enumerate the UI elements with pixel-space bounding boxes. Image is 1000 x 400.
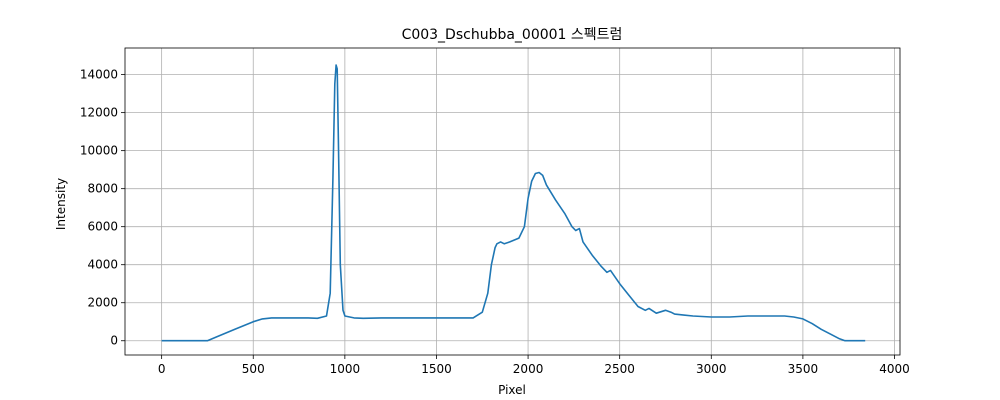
y-tick-label: 8000 xyxy=(87,182,118,196)
y-tick-label: 2000 xyxy=(87,296,118,310)
x-axis-label: Pixel xyxy=(498,383,526,397)
y-tick-label: 4000 xyxy=(87,258,118,272)
spectrum-line xyxy=(161,64,866,342)
y-tick-label: 10000 xyxy=(80,144,118,158)
x-tick-label: 4000 xyxy=(879,362,910,376)
x-tick-label: 3000 xyxy=(696,362,727,376)
x-tick-label: 3500 xyxy=(788,362,819,376)
plot-frame xyxy=(124,47,901,356)
x-tick-label: 2500 xyxy=(604,362,635,376)
x-tick-label: 500 xyxy=(242,362,265,376)
tick-layer: 0 500 1000 1500 2000 2500 3000 3500 4000 0 2000 400… xyxy=(80,68,910,376)
y-tick-label: 0 xyxy=(110,334,118,348)
x-tick-label: 1500 xyxy=(421,362,452,376)
chart-title: C003_Dschubba_00001 스펙트럼 xyxy=(402,27,623,43)
x-tick-label: 2000 xyxy=(513,362,544,376)
y-tick-label: 12000 xyxy=(80,106,118,120)
y-tick-label: 14000 xyxy=(80,68,118,82)
x-tick-label: 1000 xyxy=(330,362,361,376)
series-layer xyxy=(161,64,866,342)
y-axis-label: Intensity xyxy=(54,178,68,230)
y-tick-label: 6000 xyxy=(87,220,118,234)
x-tick-label: 0 xyxy=(158,362,166,376)
grid-layer xyxy=(125,48,900,355)
